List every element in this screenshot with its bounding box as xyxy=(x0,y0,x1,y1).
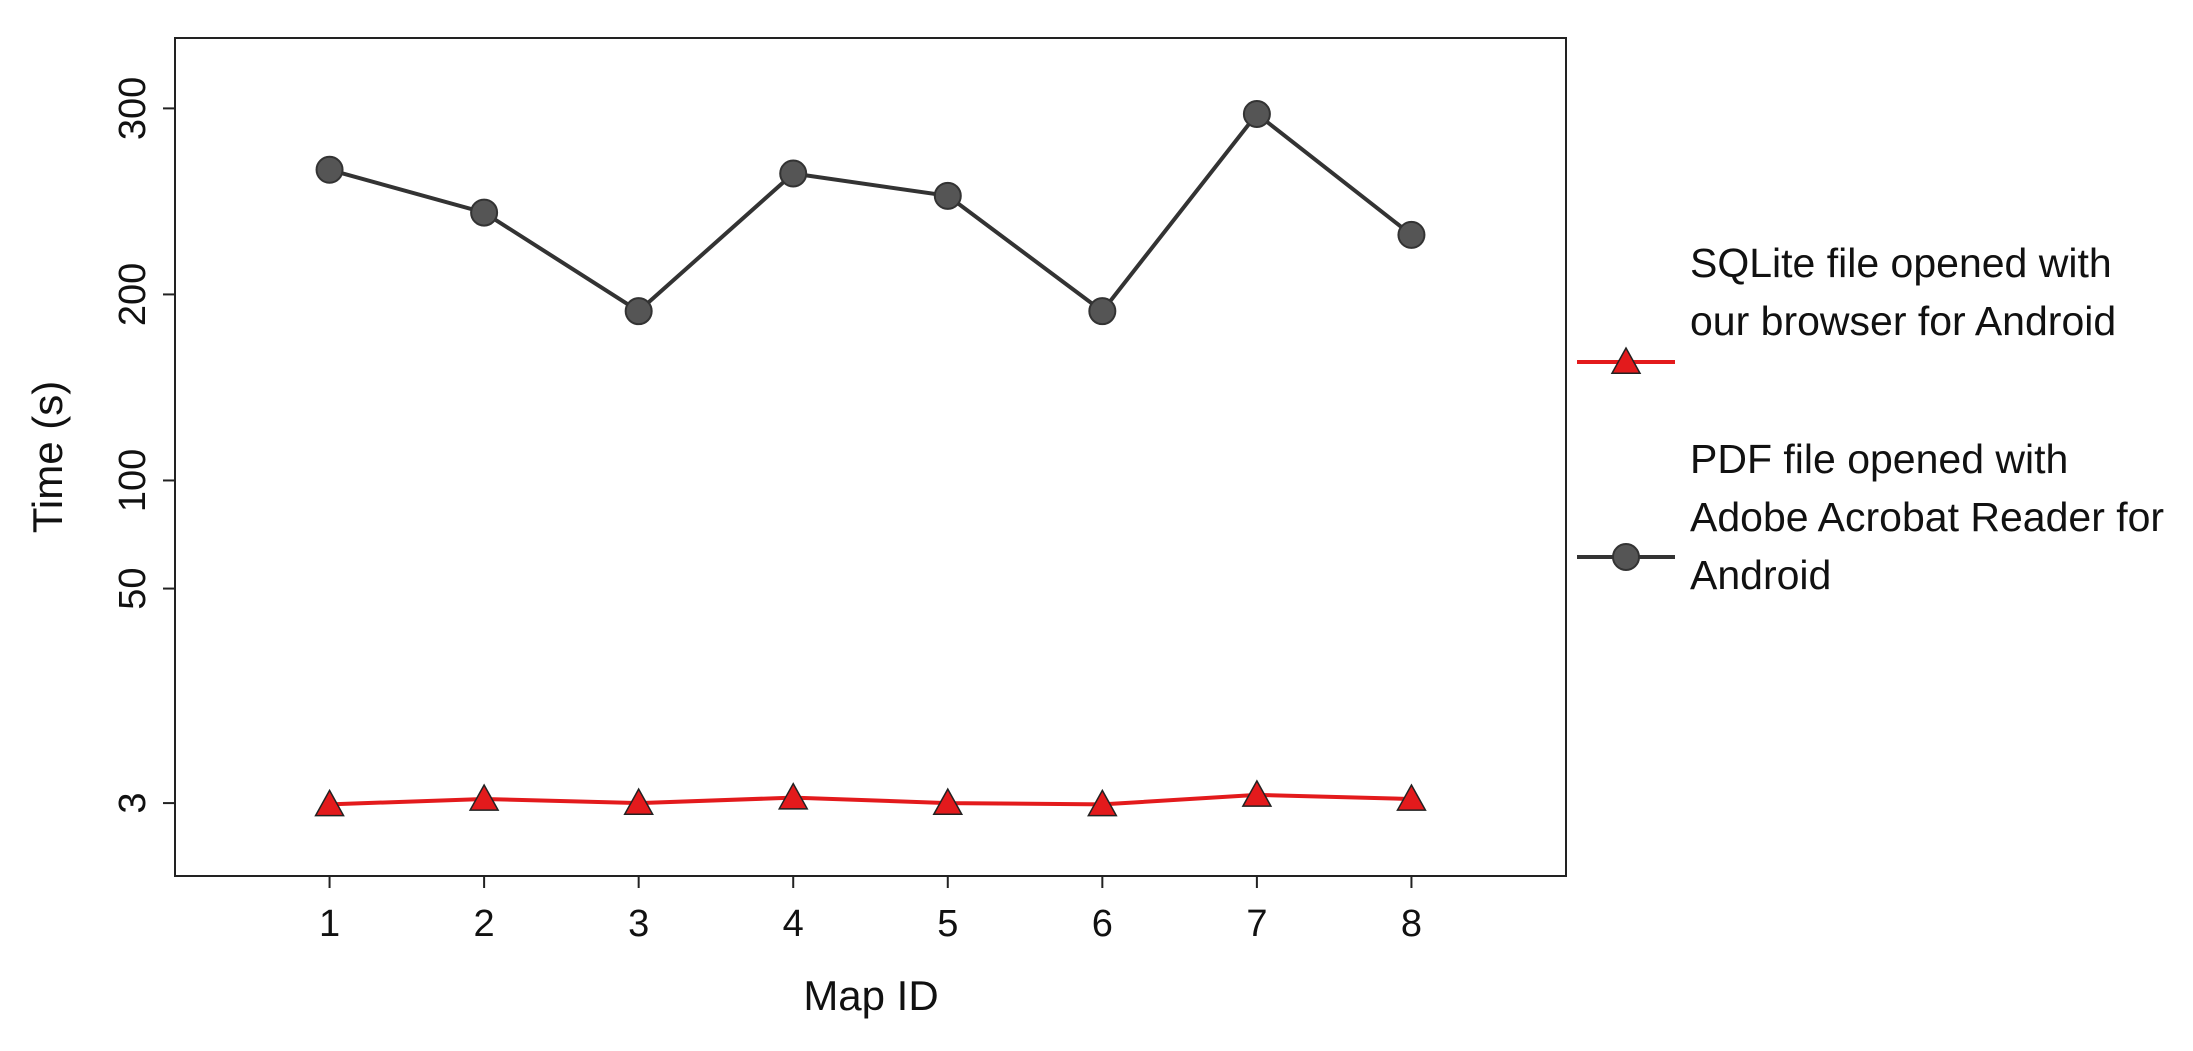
marker xyxy=(624,297,653,326)
marker xyxy=(623,787,654,816)
x-tick-label: 2 xyxy=(474,903,495,945)
y-tick-label: 100 xyxy=(112,449,154,512)
x-tick-label: 5 xyxy=(937,903,958,945)
legend-marker xyxy=(1612,543,1640,571)
x-tick-label: 8 xyxy=(1401,903,1422,945)
marker xyxy=(315,155,344,184)
marker xyxy=(1242,99,1271,128)
marker xyxy=(1396,783,1427,811)
y-tick-label: 50 xyxy=(112,567,154,609)
x-tick-label: 6 xyxy=(1092,903,1113,945)
y-tick-label: 3 xyxy=(112,793,154,814)
marker xyxy=(1088,297,1117,326)
series-line xyxy=(329,792,1412,807)
x-tick-label: 1 xyxy=(319,903,340,945)
marker xyxy=(468,783,500,811)
y-axis-title: Time (s) xyxy=(24,381,71,533)
x-axis-title: Map ID xyxy=(803,972,938,1019)
marker xyxy=(1241,779,1273,807)
legend-label: SQLite file opened with our browser for … xyxy=(1690,240,2117,344)
legend-label: PDF file opened with Adobe Acrobat Reade… xyxy=(1690,436,2165,598)
plot-frame xyxy=(174,37,1567,877)
y-tick-label: 200 xyxy=(112,263,154,326)
marker xyxy=(470,198,499,227)
marker xyxy=(1087,788,1118,817)
marker xyxy=(777,782,809,810)
marker xyxy=(932,787,964,816)
marker xyxy=(1397,220,1426,249)
legend-marker xyxy=(1610,346,1642,374)
x-tick-label: 7 xyxy=(1246,903,1267,945)
series-line xyxy=(329,111,1413,314)
y-tick-label: 300 xyxy=(112,77,154,140)
x-tick-label: 3 xyxy=(628,903,649,945)
x-tick-label: 4 xyxy=(783,903,804,945)
marker xyxy=(933,181,962,210)
marker xyxy=(314,788,345,817)
marker xyxy=(779,159,808,188)
